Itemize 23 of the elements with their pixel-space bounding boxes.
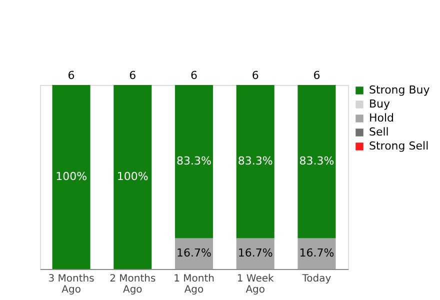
data-label: 83.3% bbox=[176, 154, 212, 168]
data-label: 16.7% bbox=[238, 246, 273, 260]
legend-label: Sell bbox=[369, 126, 389, 138]
data-label: 83.3% bbox=[299, 154, 334, 168]
annotation: 6 bbox=[68, 69, 75, 82]
data-label: 100% bbox=[116, 170, 148, 183]
legend-label: Strong Buy bbox=[369, 84, 430, 96]
legend-label: Strong Sell bbox=[369, 140, 429, 152]
legend-label: Buy bbox=[369, 98, 391, 110]
x-tick-label: 3 Months Ago bbox=[48, 274, 94, 296]
annotation: 6 bbox=[252, 69, 259, 82]
x-tick-label: Today bbox=[301, 274, 332, 284]
annotation: 6 bbox=[129, 69, 136, 82]
legend-label: Hold bbox=[369, 112, 394, 124]
x-tick-label: 2 Months Ago bbox=[110, 274, 156, 296]
x-tick-label: 1 Week Ago bbox=[236, 274, 274, 296]
data-label: 83.3% bbox=[238, 154, 273, 168]
x-tick-label: 1 Month Ago bbox=[174, 274, 214, 296]
data-label: 100% bbox=[56, 170, 88, 183]
data-label: 16.7% bbox=[176, 246, 212, 260]
data-label: 16.7% bbox=[299, 246, 334, 260]
annotation: 6 bbox=[190, 69, 198, 82]
annotation: 6 bbox=[313, 69, 320, 82]
